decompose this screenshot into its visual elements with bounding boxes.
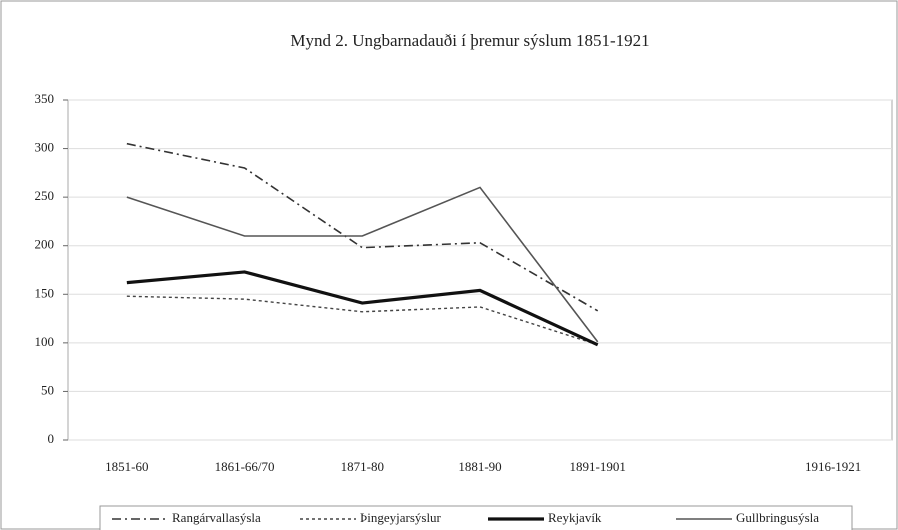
y-tick-label: 0 xyxy=(48,431,55,446)
y-tick-label: 350 xyxy=(35,91,55,106)
legend-box xyxy=(99,505,853,530)
series-line xyxy=(126,186,599,343)
legend-label: Reykjavík xyxy=(548,510,602,525)
x-tick-label: 1916-1921 xyxy=(805,459,861,474)
y-tick-label: 250 xyxy=(35,188,55,203)
legend-label: Gullbringusýsla xyxy=(736,510,819,525)
series-line xyxy=(126,295,598,346)
chart-title: Mynd 2. Ungbarnadauði í þremur sýslum 18… xyxy=(290,31,649,50)
y-tick-label: 150 xyxy=(35,285,55,300)
y-tick-label: 200 xyxy=(35,237,55,252)
x-tick-label: 1851-60 xyxy=(105,459,148,474)
series-line xyxy=(126,270,599,347)
legend-label: Rangárvallasýsla xyxy=(172,510,261,525)
y-tick-label: 50 xyxy=(41,382,54,397)
x-tick-label: 1871-80 xyxy=(341,459,384,474)
x-tick-label: 1891-1901 xyxy=(570,459,626,474)
x-tick-label: 1861-66/70 xyxy=(215,459,275,474)
y-tick-label: 300 xyxy=(35,140,55,155)
legend-label: Þingeyjarsýslur xyxy=(360,510,442,525)
x-tick-label: 1881-90 xyxy=(458,459,501,474)
series-line xyxy=(126,142,599,312)
y-tick-label: 100 xyxy=(35,334,55,349)
